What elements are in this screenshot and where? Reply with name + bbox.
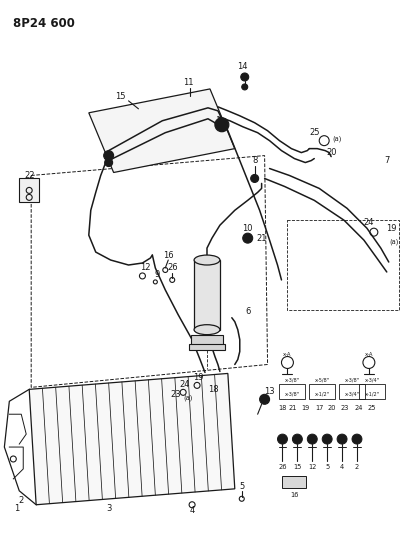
Text: 25: 25 [309,128,319,137]
Text: 23: 23 [171,390,182,399]
Text: 12: 12 [308,464,316,470]
Text: 8: 8 [252,156,257,165]
Text: 12: 12 [140,263,151,272]
Circle shape [251,174,259,182]
Circle shape [104,151,113,160]
Text: 15: 15 [115,92,126,101]
Circle shape [241,73,249,81]
Circle shape [215,118,229,132]
Text: 26: 26 [278,464,287,470]
Text: 4: 4 [189,506,195,515]
Bar [309,384,335,399]
Text: x-3/4": x-3/4" [365,378,379,383]
Text: 16: 16 [290,492,298,498]
Circle shape [243,233,253,243]
Text: 3: 3 [106,504,111,513]
Polygon shape [29,374,235,505]
Text: x-A: x-A [283,352,292,357]
Text: (a): (a) [183,394,193,401]
Text: 11: 11 [183,78,193,87]
Text: 1: 1 [14,504,19,513]
Bar [279,384,305,399]
Text: x-3/8": x-3/8" [285,378,300,383]
Text: 18: 18 [208,385,218,394]
Text: (a): (a) [389,239,398,245]
Text: 21: 21 [288,405,297,411]
Text: 13: 13 [264,387,275,396]
Text: 4: 4 [340,464,344,470]
Circle shape [352,434,362,444]
Circle shape [105,158,113,166]
Polygon shape [89,89,235,173]
Text: 20: 20 [326,148,336,157]
Text: 14: 14 [238,61,248,70]
Text: 19: 19 [193,373,203,382]
Circle shape [322,434,332,444]
Text: 9: 9 [155,270,160,279]
Bar [282,476,306,488]
Text: 5: 5 [325,464,329,470]
Text: 19: 19 [301,405,309,411]
Text: x-3/4": x-3/4" [344,392,360,397]
Text: 6: 6 [245,307,250,316]
Text: 20: 20 [328,405,336,411]
Bar [339,384,365,399]
Text: 5: 5 [239,482,245,491]
Bar [19,179,39,203]
Text: 2: 2 [355,464,359,470]
Text: 23: 23 [341,405,349,411]
Text: 16: 16 [163,251,173,260]
Text: 24: 24 [355,405,363,411]
Text: 18: 18 [278,405,286,411]
Bar [189,344,225,350]
Text: x-1/2": x-1/2" [315,392,330,397]
Text: 17: 17 [315,405,323,411]
Bar [191,335,223,345]
Circle shape [307,434,317,444]
Text: x-3/8": x-3/8" [285,392,300,397]
Text: 2: 2 [18,496,24,505]
Text: (a): (a) [332,135,342,142]
Ellipse shape [194,255,220,265]
Circle shape [292,434,302,444]
Text: 21: 21 [256,233,267,243]
Ellipse shape [194,325,220,335]
Circle shape [242,84,248,90]
Text: 10: 10 [242,224,253,233]
Circle shape [277,434,287,444]
Text: x-A: x-A [365,352,373,357]
Text: 15: 15 [293,464,302,470]
Text: x-3/8": x-3/8" [344,378,360,383]
Circle shape [337,434,347,444]
Circle shape [260,394,270,404]
Text: 19: 19 [386,224,397,233]
Text: x-1/2": x-1/2" [365,392,379,397]
Text: 7: 7 [384,156,390,165]
Bar [194,260,220,330]
Text: x-5/8": x-5/8" [315,378,330,383]
Bar [359,384,385,399]
Text: 24: 24 [180,380,190,389]
Text: 22: 22 [24,171,35,180]
Text: 24: 24 [364,218,374,227]
Text: 25: 25 [367,405,376,411]
Text: 8P24 600: 8P24 600 [13,17,75,30]
Text: 26: 26 [167,263,178,272]
